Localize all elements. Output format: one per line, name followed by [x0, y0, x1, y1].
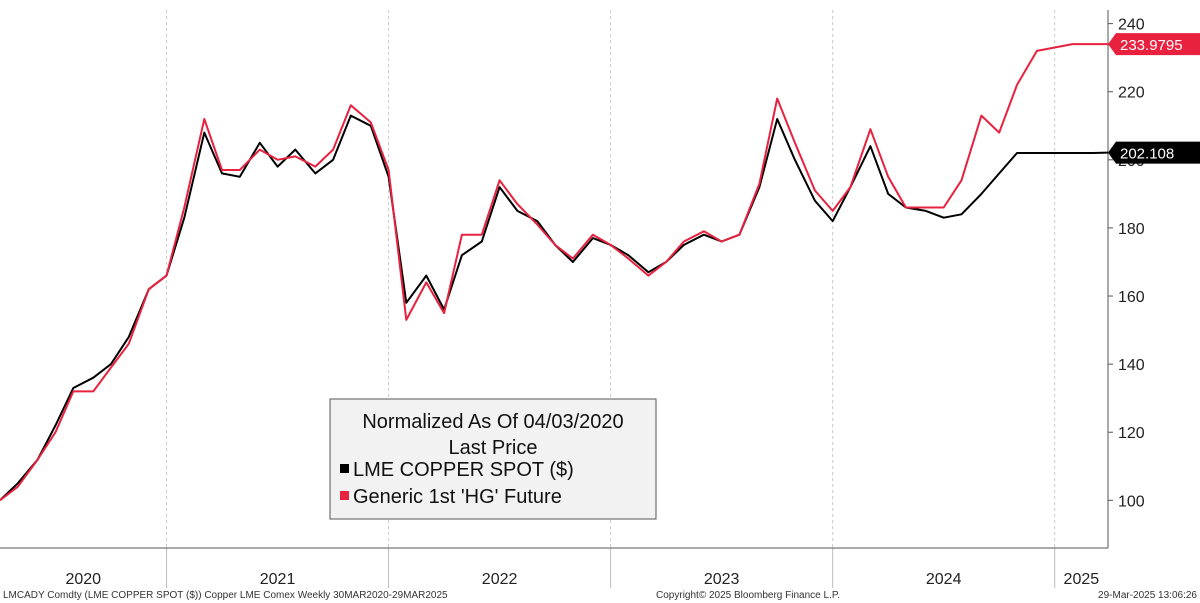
x-tick-label-2022: 2022: [482, 571, 518, 588]
x-axis-year-labels: 2020 2021 2022 2023 2024 2025: [65, 571, 1099, 588]
y-axis-ticks: 100120140160180200220240: [1108, 17, 1145, 511]
x-tick-label-2021: 2021: [260, 571, 296, 588]
footer-right: 29-Mar-2025 13:06:26: [1098, 590, 1197, 601]
x-tick-label-2024: 2024: [926, 571, 962, 588]
y-tick-label-220: 220: [1118, 85, 1145, 102]
x-tick-label-2020: 2020: [65, 571, 101, 588]
y-tick-label-140: 140: [1118, 357, 1145, 374]
y-tick-label-100: 100: [1118, 493, 1145, 510]
legend-title-line1: Normalized As Of 04/03/2020: [362, 411, 623, 433]
last-value-tag-hg: 233.9795: [1108, 33, 1200, 55]
legend-swatch-hg: [340, 491, 349, 500]
last-value-tag-pointer: [1108, 142, 1116, 164]
last-value-tag-text: 233.9795: [1120, 37, 1183, 54]
last-value-tag-lme: 202.108: [1108, 142, 1200, 164]
legend-swatch-lme: [340, 464, 349, 473]
legend-title-line2: Last Price: [449, 437, 538, 459]
y-tick-label-160: 160: [1118, 289, 1145, 306]
x-tick-label-2023: 2023: [704, 571, 740, 588]
last-value-tag-text: 202.108: [1120, 146, 1174, 163]
y-tick-label-120: 120: [1118, 425, 1145, 442]
footer-left: LMCADY Comdty (LME COPPER SPOT ($)) Copp…: [3, 590, 448, 601]
x-tick-label-2025: 2025: [1064, 571, 1100, 588]
footer-center: Copyright© 2025 Bloomberg Finance L.P.: [656, 590, 840, 601]
legend-entry-lme: LME COPPER SPOT ($): [353, 459, 574, 481]
y-tick-label-240: 240: [1118, 17, 1145, 34]
y-tick-label-180: 180: [1118, 221, 1145, 238]
last-value-tag-pointer: [1108, 33, 1116, 55]
legend: Normalized As Of 04/03/2020 Last Price L…: [330, 399, 656, 519]
legend-entry-hg: Generic 1st 'HG' Future: [353, 486, 562, 508]
